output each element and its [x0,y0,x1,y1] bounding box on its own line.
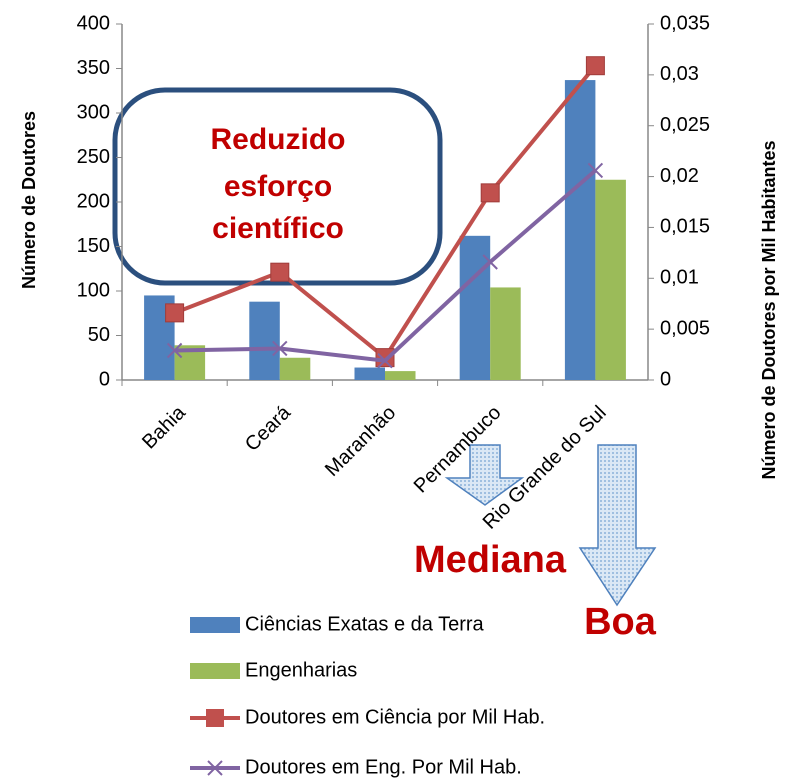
y2-tick-label: 0,03 [660,63,699,85]
bar [564,80,596,380]
y2-tick-label: 0,015 [660,216,710,238]
y-tick-label: 300 [77,101,110,123]
legend-item: Doutores em Ciência por Mil Hab. [190,706,545,728]
marker [375,348,395,368]
y-tick-label: 0 [99,368,110,390]
legend-label: Doutores em Ciência por Mil Hab. [245,706,545,728]
y-axis-title: Número de Doutores [19,111,39,289]
bar [249,301,280,380]
y-tick-label: 350 [77,57,110,79]
y-tick-label: 150 [77,235,110,257]
legend-item: Ciências Exatas e da Terra [190,613,485,635]
annotation-box [112,87,443,286]
y-tick-label: 400 [77,12,110,34]
bar [490,287,521,380]
y2-tick-label: 0,02 [660,165,699,187]
marker [585,56,605,76]
y-tick-label: 250 [77,146,110,168]
legend-swatch [190,617,240,633]
legend-marker [207,760,223,776]
x-tick-label: Ceará [241,401,296,456]
bar [595,179,626,380]
arrow [444,444,525,506]
legend-item: Doutores em Eng. Por Mil Hab. [190,756,522,778]
y2-tick-label: 0,025 [660,114,710,136]
marker [165,303,185,323]
marker [587,162,604,179]
x-tick-label: Maranhão [321,402,400,481]
annotation: Mediana [414,539,567,581]
bar [459,235,491,380]
annotation: Reduzido [211,123,346,156]
legend-label: Engenharias [245,659,357,681]
y2-tick-label: 0 [660,368,671,390]
marker [272,340,288,357]
annotation: científico [212,212,344,245]
bar [354,367,385,380]
bar [279,357,311,380]
legend-marker [206,709,224,727]
marker [166,342,183,359]
y2-tick-label: 0,01 [660,267,699,289]
y2-tick-label: 0,005 [660,317,710,339]
y2-axis-title: Número de Doutores por Mil Habitantes [759,140,779,479]
legend-swatch [190,663,240,679]
bar [385,371,416,380]
arrow [578,444,657,607]
legend-label: Doutores em Eng. Por Mil Hab. [245,756,522,778]
x-tick-label: Bahia [138,401,190,453]
legend-item: Engenharias [190,659,357,681]
marker [480,183,500,203]
y-tick-label: 100 [77,279,110,301]
marker [377,352,393,369]
y-tick-label: 50 [88,324,110,346]
annotation: Boa [584,601,657,643]
marker [270,262,290,282]
annotation: esforço [224,170,332,203]
y2-tick-label: 0,035 [660,12,710,34]
marker [482,254,498,270]
legend-label: Ciências Exatas e da Terra [245,613,485,635]
y-tick-label: 200 [77,190,110,212]
